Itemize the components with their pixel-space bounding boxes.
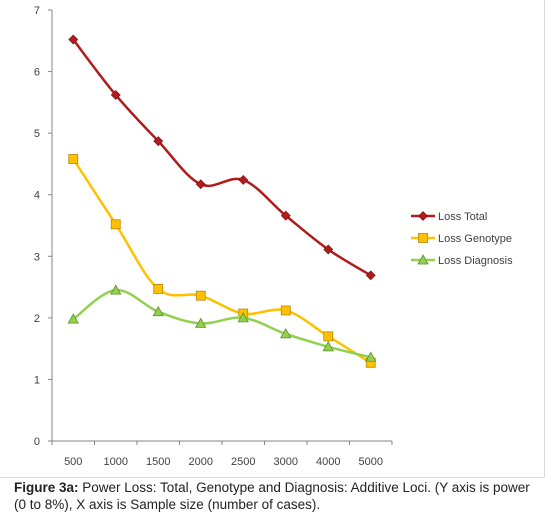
- y-tick-label: 4: [34, 190, 40, 202]
- y-tick-label: 6: [34, 67, 40, 79]
- data-point-loss-total: [68, 34, 79, 45]
- y-tick-label: 3: [34, 251, 40, 263]
- data-point-loss-total: [365, 270, 376, 281]
- data-point-loss-total: [153, 136, 164, 147]
- x-tick-label: 1500: [146, 456, 170, 468]
- data-point-loss-diagnosis: [152, 305, 164, 317]
- data-point-loss-genotype: [110, 219, 121, 230]
- y-tick-label: 0: [34, 436, 40, 448]
- y-tick-label: 1: [34, 374, 40, 386]
- legend-marker-loss-genotype: [418, 233, 428, 243]
- data-point-loss-total: [110, 90, 121, 100]
- data-point-loss-diagnosis: [280, 328, 292, 339]
- x-tick-label: 3000: [274, 456, 298, 468]
- figure-caption: Figure 3a: Power Loss: Total, Genotype a…: [14, 479, 534, 513]
- data-point-loss-diagnosis: [237, 312, 249, 323]
- legend-marker-loss-diagnosis: [417, 254, 429, 265]
- data-point-loss-total: [195, 179, 206, 190]
- data-point-loss-diagnosis: [365, 351, 377, 362]
- caption-label: Figure 3a:: [14, 480, 79, 495]
- data-point-loss-genotype: [153, 284, 164, 294]
- x-tick-label: 2500: [231, 456, 255, 468]
- y-tick-label: 2: [34, 313, 40, 325]
- x-tick-label: 500: [64, 456, 82, 468]
- series-line-loss-total: [72, 38, 372, 277]
- legend-label-loss-diagnosis: Loss Diagnosis: [438, 255, 513, 267]
- data-point-loss-genotype: [280, 305, 291, 316]
- x-tick-label: 4000: [316, 456, 340, 468]
- data-point-loss-genotype: [323, 331, 334, 342]
- x-tick-label: 1000: [104, 456, 128, 468]
- legend-label-loss-total: Loss Total: [438, 211, 487, 223]
- x-tick-label: 2000: [189, 456, 213, 468]
- data-point-loss-total: [238, 175, 249, 185]
- series-line-loss-diagnosis: [72, 288, 372, 359]
- x-tick-label: 5000: [359, 456, 383, 468]
- line-chart: 0 1 2 3 4 5 6 7 500 1000 1500 2000 2500 3000 4000 5000 L…: [34, 5, 513, 468]
- data-point-loss-total: [280, 210, 291, 221]
- data-point-loss-genotype: [195, 290, 206, 301]
- legend-marker-loss-total: [418, 211, 428, 221]
- legend-label-loss-genotype: Loss Genotype: [438, 233, 512, 245]
- data-point-loss-diagnosis: [110, 284, 122, 295]
- y-tick-label: 7: [34, 5, 40, 17]
- data-point-loss-diagnosis: [67, 313, 79, 324]
- data-point-loss-total: [323, 244, 334, 255]
- y-tick-label: 5: [34, 128, 40, 140]
- data-point-loss-genotype: [68, 154, 79, 164]
- data-point-loss-diagnosis: [322, 340, 334, 352]
- caption-text: Power Loss: Total, Genotype and Diagnosi…: [14, 480, 530, 512]
- data-point-loss-diagnosis: [195, 317, 207, 328]
